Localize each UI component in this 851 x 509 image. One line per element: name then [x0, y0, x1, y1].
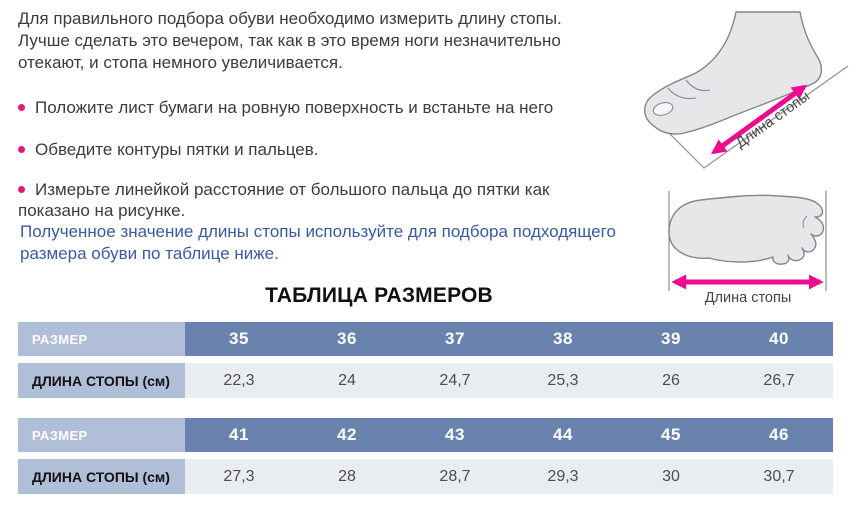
size-cell: 42	[293, 418, 401, 452]
row-label-size: РАЗМЕР	[18, 322, 185, 356]
size-cell: 35	[185, 322, 293, 356]
length-cell: 30	[617, 459, 725, 494]
intro-line: Для правильного подбора обуви необходимо…	[18, 9, 562, 28]
length-cell: 26,7	[725, 363, 833, 398]
table-row-lengths: ДЛИНА СТОПЫ (см) 27,3 28 28,7 29,3 30 30…	[18, 459, 833, 494]
size-cell: 46	[725, 418, 833, 452]
note-line: размера обуви по таблице ниже.	[20, 244, 279, 263]
bullet-text: Положите лист бумаги на ровную поверхнос…	[35, 98, 554, 117]
size-cell: 45	[617, 418, 725, 452]
intro-paragraph: Для правильного подбора обуви необходимо…	[18, 8, 648, 74]
size-table-41-46: РАЗМЕР 41 42 43 44 45 46 ДЛИНА СТОПЫ (см…	[18, 418, 833, 494]
size-cell: 44	[509, 418, 617, 452]
toe-crease	[685, 79, 711, 92]
length-cell: 24,7	[401, 363, 509, 398]
foot-sole-silhouette	[668, 194, 825, 265]
note-paragraph: Полученное значение длины стопы использу…	[20, 221, 675, 265]
size-cell: 37	[401, 322, 509, 356]
measure-arrow-icon	[710, 84, 808, 155]
measure-label: Длина стопы	[705, 290, 792, 305]
length-cell: 27,3	[185, 459, 293, 494]
size-cell: 40	[725, 322, 833, 356]
intro-line: Лучше сделать это вечером, так как в это…	[18, 31, 561, 50]
length-cell: 24	[293, 363, 401, 398]
length-cell: 29,3	[509, 459, 617, 494]
instruction-bullet-1: Положите лист бумаги на ровную поверхнос…	[18, 97, 630, 118]
instruction-bullet-2: Обведите контуры пятки и пальцев.	[18, 139, 630, 160]
bullet-text: показано на рисунке.	[18, 201, 186, 220]
foot-side-silhouette	[644, 11, 823, 135]
size-cell: 39	[617, 322, 725, 356]
length-cell: 30,7	[725, 459, 833, 494]
table-row-sizes: РАЗМЕР 41 42 43 44 45 46	[18, 418, 833, 452]
foot-sole-view-figure: Длина стопы	[668, 191, 827, 305]
length-cell: 28	[293, 459, 401, 494]
bullet-icon	[18, 146, 25, 153]
length-cell: 22,3	[185, 363, 293, 398]
length-cell: 25,3	[509, 363, 617, 398]
bullet-icon	[18, 104, 25, 111]
size-table-35-40: РАЗМЕР 35 36 37 38 39 40 ДЛИНА СТОПЫ (см…	[18, 322, 833, 398]
size-tables: РАЗМЕР 35 36 37 38 39 40 ДЛИНА СТОПЫ (см…	[18, 322, 833, 494]
size-cell: 38	[509, 322, 617, 356]
length-cell: 26	[617, 363, 725, 398]
size-table-title: ТАБЛИЦА РАЗМЕРОВ	[265, 284, 493, 307]
toe-crease	[802, 215, 808, 229]
size-cell: 36	[293, 322, 401, 356]
note-line: Полученное значение длины стопы использу…	[20, 222, 616, 241]
foot-side-view-figure: Длина стопы	[644, 11, 849, 169]
table-row-sizes: РАЗМЕР 35 36 37 38 39 40	[18, 322, 833, 356]
bullet-text: Измерьте линейкой расстояние от большого…	[35, 180, 550, 199]
size-cell: 43	[401, 418, 509, 452]
bullet-text: Обведите контуры пятки и пальцев.	[35, 140, 319, 159]
row-label-size: РАЗМЕР	[18, 418, 185, 452]
size-cell: 41	[185, 418, 293, 452]
row-label-length: ДЛИНА СТОПЫ (см)	[18, 363, 185, 398]
table-row-lengths: ДЛИНА СТОПЫ (см) 22,3 24 24,7 25,3 26 26…	[18, 363, 833, 398]
intro-line: отекают, и стопа немного увеличивается.	[18, 53, 343, 72]
toe-crease	[667, 87, 697, 100]
row-label-length: ДЛИНА СТОПЫ (см)	[18, 459, 185, 494]
toenail	[652, 102, 674, 116]
instruction-bullet-3: Измерьте линейкой расстояние от большого…	[18, 179, 563, 221]
length-cell: 28,7	[401, 459, 509, 494]
bullet-icon	[18, 186, 25, 193]
